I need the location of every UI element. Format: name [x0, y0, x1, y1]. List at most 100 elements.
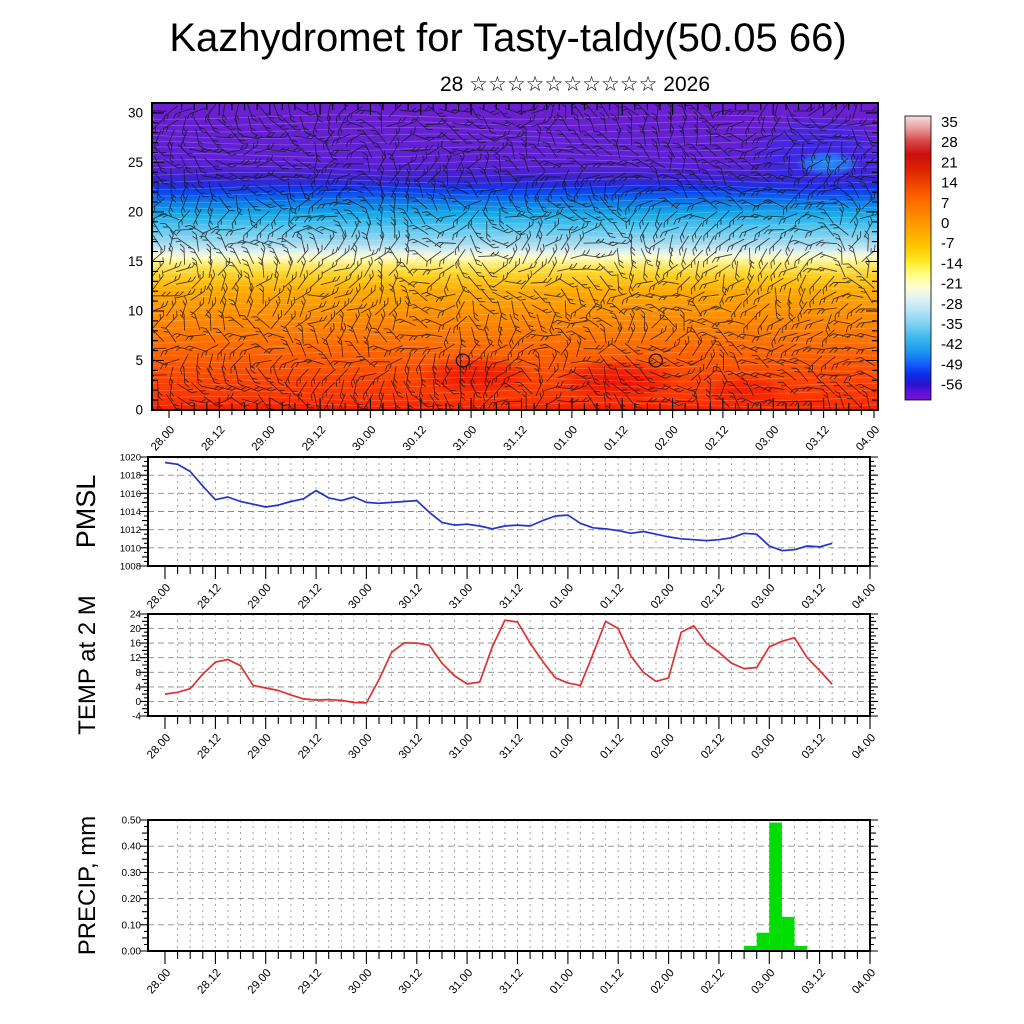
level-tick-label: 0 [135, 403, 143, 418]
time-tick-label: 28.00 [145, 582, 173, 611]
temp2m-line [164, 619, 833, 704]
vertical-gridlines [177, 614, 858, 716]
level-tick-label: 15 [128, 254, 143, 269]
pmsl-ytick-label: 1018 [120, 471, 141, 482]
figure-subtitle: 28 ☆☆☆☆☆☆☆☆☆☆ 2026 [439, 73, 711, 96]
colorbar-tick-label: -56 [941, 377, 963, 394]
horizontal-gridlines [148, 474, 870, 549]
horizontal-gridlines [148, 845, 870, 926]
time-tick-label: 02.00 [649, 967, 677, 996]
temp2m-ytick-label: 20 [130, 624, 142, 635]
time-tick-label: 31.00 [447, 967, 475, 996]
time-tick-label: 31.12 [498, 732, 526, 761]
time-tick-label: 03.12 [800, 732, 828, 761]
time-tick-label: 01.00 [548, 582, 576, 611]
pmsl-ytick-label: 1020 [120, 453, 141, 464]
pmsl-ytick-label: 1014 [120, 507, 141, 518]
cross-section-frame [151, 102, 879, 411]
time-tick-label: 03.12 [800, 582, 828, 611]
precip-ytick-label: 0.00 [122, 947, 142, 958]
time-tick-label: 28.12 [195, 582, 223, 611]
time-tick-label: 03.00 [749, 732, 777, 761]
pmsl-ytick-label: 1012 [120, 525, 141, 536]
time-tick-label: 04.00 [850, 582, 878, 611]
time-tick-label: 28.00 [149, 424, 177, 453]
pmsl-ytick-label: 1016 [120, 489, 141, 500]
horizontal-gridlines [148, 628, 870, 702]
precip-axis-ticks [140, 819, 878, 964]
colorbar-tick-label: 35 [941, 114, 958, 131]
warm-core [556, 358, 680, 403]
time-tick-label: 28.00 [145, 967, 173, 996]
pmsl-line [164, 461, 833, 552]
time-tick-label: 29.00 [246, 732, 274, 761]
precip-ytick-label: 0.30 [122, 868, 142, 879]
precip-ytick-label: 0.40 [122, 842, 142, 853]
precip-bar [781, 916, 795, 951]
time-tick-label: 29.00 [250, 424, 278, 453]
time-tick-label: 30.12 [397, 582, 425, 611]
time-tick-label: 02.00 [649, 732, 677, 761]
pmsl-ytick-label: 1008 [120, 562, 141, 573]
colorbar-tick-label: -7 [941, 235, 954, 252]
time-tick-label: 28.12 [195, 967, 223, 996]
pmsl-panel: 1008 1010 1012 1014 1016 1018 1020 28.00 28.12 29… [71, 453, 878, 612]
time-tick-label: 29.12 [296, 582, 324, 611]
time-tick-label: 01.00 [552, 424, 580, 453]
level-tick-label: 25 [128, 155, 143, 170]
colorbar-tick-label: -21 [941, 276, 963, 293]
time-tick-label: 04.00 [854, 424, 882, 453]
time-tick-label: 03.00 [749, 967, 777, 996]
time-tick-label: 01.00 [548, 967, 576, 996]
time-tick-label: 29.12 [296, 732, 324, 761]
time-tick-label: 31.12 [498, 967, 526, 996]
time-tick-label: 29.00 [246, 582, 274, 611]
precip-panel: 0.00 0.10 0.20 0.30 0.40 0.50 28.00 28.12 29.00 2… [74, 816, 878, 997]
time-tick-label: 04.00 [850, 732, 878, 761]
time-tick-label: 03.00 [753, 424, 781, 453]
time-tick-label: 03.12 [804, 424, 832, 453]
temp2m-ytick-label: -4 [132, 712, 141, 723]
time-tick-label: 28.00 [145, 732, 173, 761]
time-tick-label: 31.00 [447, 582, 475, 611]
colorbar-tick-label: 28 [941, 134, 958, 151]
calm-wind-circle [455, 353, 470, 368]
colorbar-tick-label: -28 [941, 296, 963, 313]
colorbar-tick-label: 7 [941, 195, 949, 212]
time-tick-label: 29.12 [296, 967, 324, 996]
time-tick-label: 30.00 [350, 424, 378, 453]
level-tick-label: 20 [128, 204, 143, 219]
pmsl-axis-ticks [140, 456, 878, 579]
precip-bar [744, 945, 757, 951]
temp2m-ytick-label: 12 [130, 653, 142, 664]
cross-section-panel: 0 5 10 15 20 25 30 28.00 28.12 29.00 29.12 30.00 30.… [128, 102, 882, 453]
temp2m-ytick-label: 24 [130, 610, 142, 621]
time-tick-label: 28.12 [195, 732, 223, 761]
cross-section-inner-ticks [152, 103, 878, 410]
cross-section-axis-ticks [168, 410, 875, 418]
time-tick-label: 31.00 [451, 424, 479, 453]
time-tick-label: 02.00 [649, 582, 677, 611]
level-tick-label: 30 [128, 105, 143, 120]
colorbar-tick-label: -14 [941, 255, 963, 272]
colorbar-tick-label: -42 [941, 336, 963, 353]
colorbar-gradient [905, 116, 931, 400]
temp2m-ytick-label: 8 [135, 668, 141, 679]
precip-bar [756, 932, 770, 951]
time-tick-label: 04.00 [850, 967, 878, 996]
precip-ytick-label: 0.50 [122, 816, 142, 827]
temp2m-panel: -4 0 4 8 12 16 20 24 28.00 28.12 29.00 29.12 30.00 30… [74, 595, 878, 761]
time-tick-label: 31.12 [498, 582, 526, 611]
time-tick-label: 02.12 [699, 967, 727, 996]
precip-ytick-label: 0.10 [122, 920, 142, 931]
wind-barbs [152, 103, 878, 410]
colorbar-tick-label: 0 [941, 215, 949, 232]
time-tick-label: 30.00 [346, 967, 374, 996]
time-tick-label: 30.12 [397, 967, 425, 996]
time-tick-label: 01.12 [602, 424, 630, 453]
vertical-gridlines [177, 820, 858, 951]
colorbar-tick-label: 14 [941, 175, 958, 192]
time-tick-label: 03.00 [749, 582, 777, 611]
